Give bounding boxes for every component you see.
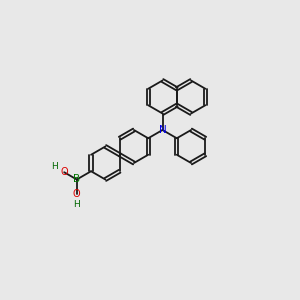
Text: H: H	[52, 162, 58, 171]
Text: B: B	[73, 175, 80, 184]
Text: N: N	[159, 125, 167, 135]
Text: O: O	[73, 189, 81, 199]
Text: O: O	[60, 167, 68, 177]
Text: H: H	[74, 200, 80, 209]
